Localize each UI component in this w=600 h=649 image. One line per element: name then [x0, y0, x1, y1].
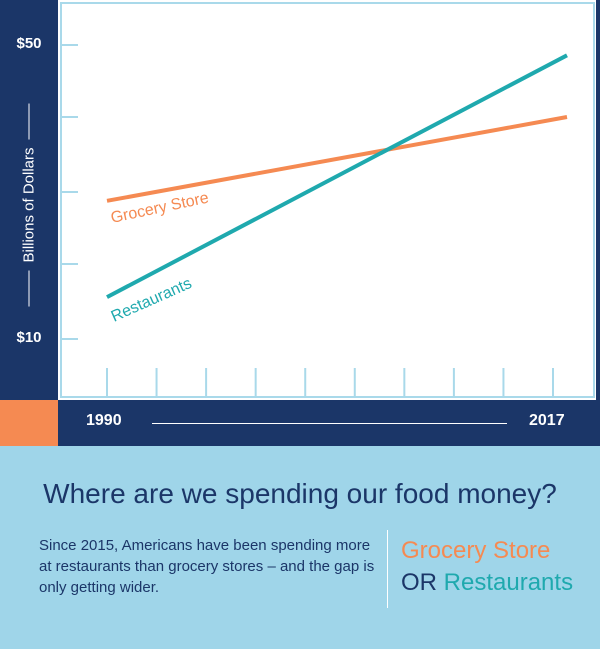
cta-restaurants: Restaurants [443, 569, 574, 596]
y-label-dash [28, 270, 30, 307]
y-label-dash [28, 103, 30, 140]
x-tick-label-end: 2017 [529, 412, 565, 429]
divider [387, 530, 388, 608]
line-chart: Grocery Store Restaurants [60, 2, 595, 398]
series-line-grocery-store [106, 115, 568, 203]
series-label: Restaurants [109, 275, 195, 326]
x-tick-label-start: 1990 [86, 412, 122, 429]
corner-accent [0, 400, 58, 446]
cta-or: OR [401, 569, 437, 596]
tick-marks [62, 44, 554, 396]
plot-border [60, 2, 595, 398]
series-lines [106, 53, 568, 299]
cta-grocery-store: Grocery Store [401, 537, 551, 564]
y-tick-label: $50 [16, 35, 42, 52]
plot-area [58, 0, 596, 400]
x-axis-line [152, 423, 507, 424]
cta-text: Grocery Store OR Restaurants [401, 535, 573, 599]
plot-frame [60, 2, 595, 398]
series-label: Grocery Store [109, 190, 210, 227]
y-axis-band [0, 0, 58, 400]
y-tick-label: $10 [16, 329, 42, 346]
series-line-restaurants [106, 53, 568, 299]
y-axis-label: Billions of Dollars [21, 95, 38, 314]
plot-right-border [596, 0, 600, 400]
headline: Where are we spending our food money? [43, 478, 557, 509]
y-axis-label-text: Billions of Dollars [20, 147, 38, 263]
body-text: Since 2015, Americans have been spending… [39, 537, 375, 596]
caption-panel [0, 446, 600, 649]
series-labels: Grocery Store Restaurants [109, 190, 211, 326]
